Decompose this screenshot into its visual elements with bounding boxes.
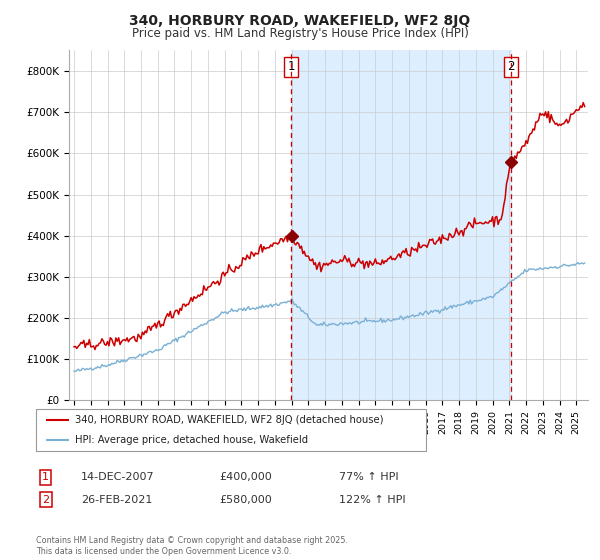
Text: £580,000: £580,000 bbox=[219, 494, 272, 505]
Text: 1: 1 bbox=[42, 472, 49, 482]
Bar bbox=[291, 50, 511, 400]
Text: 2: 2 bbox=[42, 494, 49, 505]
Text: 1: 1 bbox=[287, 60, 295, 73]
Text: 122% ↑ HPI: 122% ↑ HPI bbox=[339, 494, 406, 505]
Text: 26-FEB-2021: 26-FEB-2021 bbox=[81, 494, 152, 505]
Text: Contains HM Land Registry data © Crown copyright and database right 2025.
This d: Contains HM Land Registry data © Crown c… bbox=[36, 536, 348, 556]
Text: £400,000: £400,000 bbox=[219, 472, 272, 482]
Text: 2: 2 bbox=[508, 60, 515, 73]
Text: 340, HORBURY ROAD, WAKEFIELD, WF2 8JQ (detached house): 340, HORBURY ROAD, WAKEFIELD, WF2 8JQ (d… bbox=[75, 415, 383, 425]
Text: HPI: Average price, detached house, Wakefield: HPI: Average price, detached house, Wake… bbox=[75, 435, 308, 445]
Text: 77% ↑ HPI: 77% ↑ HPI bbox=[339, 472, 398, 482]
FancyBboxPatch shape bbox=[36, 409, 426, 451]
Text: 340, HORBURY ROAD, WAKEFIELD, WF2 8JQ: 340, HORBURY ROAD, WAKEFIELD, WF2 8JQ bbox=[130, 14, 470, 28]
Text: Price paid vs. HM Land Registry's House Price Index (HPI): Price paid vs. HM Land Registry's House … bbox=[131, 27, 469, 40]
Text: 14-DEC-2007: 14-DEC-2007 bbox=[81, 472, 155, 482]
